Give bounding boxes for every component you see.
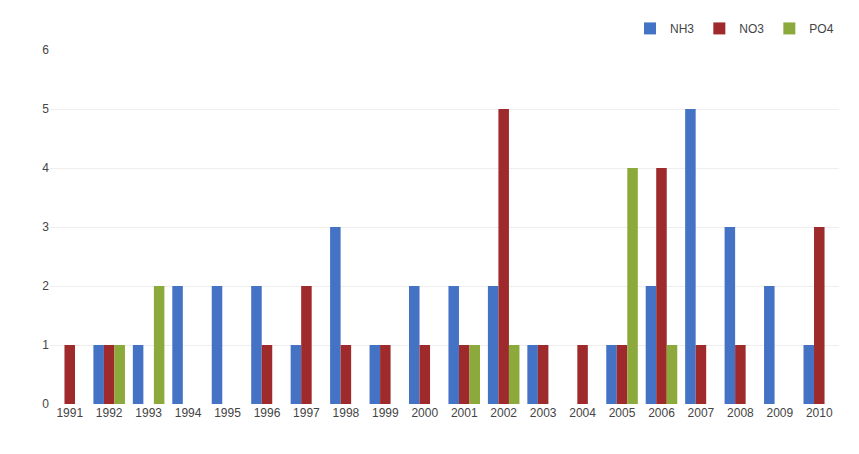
svg-text:6: 6: [42, 43, 49, 57]
svg-text:2003: 2003: [530, 406, 557, 420]
svg-text:1991: 1991: [56, 406, 83, 420]
svg-text:2010: 2010: [806, 406, 833, 420]
svg-text:2006: 2006: [648, 406, 675, 420]
svg-text:1992: 1992: [96, 406, 123, 420]
svg-text:NH3: NH3: [670, 22, 694, 36]
svg-text:1998: 1998: [333, 406, 360, 420]
svg-text:5: 5: [42, 102, 49, 116]
svg-text:2004: 2004: [569, 406, 596, 420]
svg-text:1993: 1993: [135, 406, 162, 420]
svg-text:3: 3: [42, 220, 49, 234]
svg-text:1997: 1997: [293, 406, 320, 420]
svg-text:2005: 2005: [609, 406, 636, 420]
svg-text:2: 2: [42, 279, 49, 293]
svg-text:4: 4: [42, 161, 49, 175]
svg-text:PO4: PO4: [809, 22, 833, 36]
svg-text:0: 0: [42, 397, 49, 411]
svg-text:2000: 2000: [411, 406, 438, 420]
svg-text:2008: 2008: [727, 406, 754, 420]
svg-text:1995: 1995: [214, 406, 241, 420]
svg-text:1994: 1994: [175, 406, 202, 420]
svg-text:2002: 2002: [490, 406, 517, 420]
svg-text:NO3: NO3: [739, 22, 764, 36]
svg-text:1999: 1999: [372, 406, 399, 420]
svg-text:2001: 2001: [451, 406, 478, 420]
svg-text:1: 1: [42, 338, 49, 352]
svg-text:2007: 2007: [688, 406, 715, 420]
svg-text:1996: 1996: [254, 406, 281, 420]
svg-text:2009: 2009: [766, 406, 793, 420]
